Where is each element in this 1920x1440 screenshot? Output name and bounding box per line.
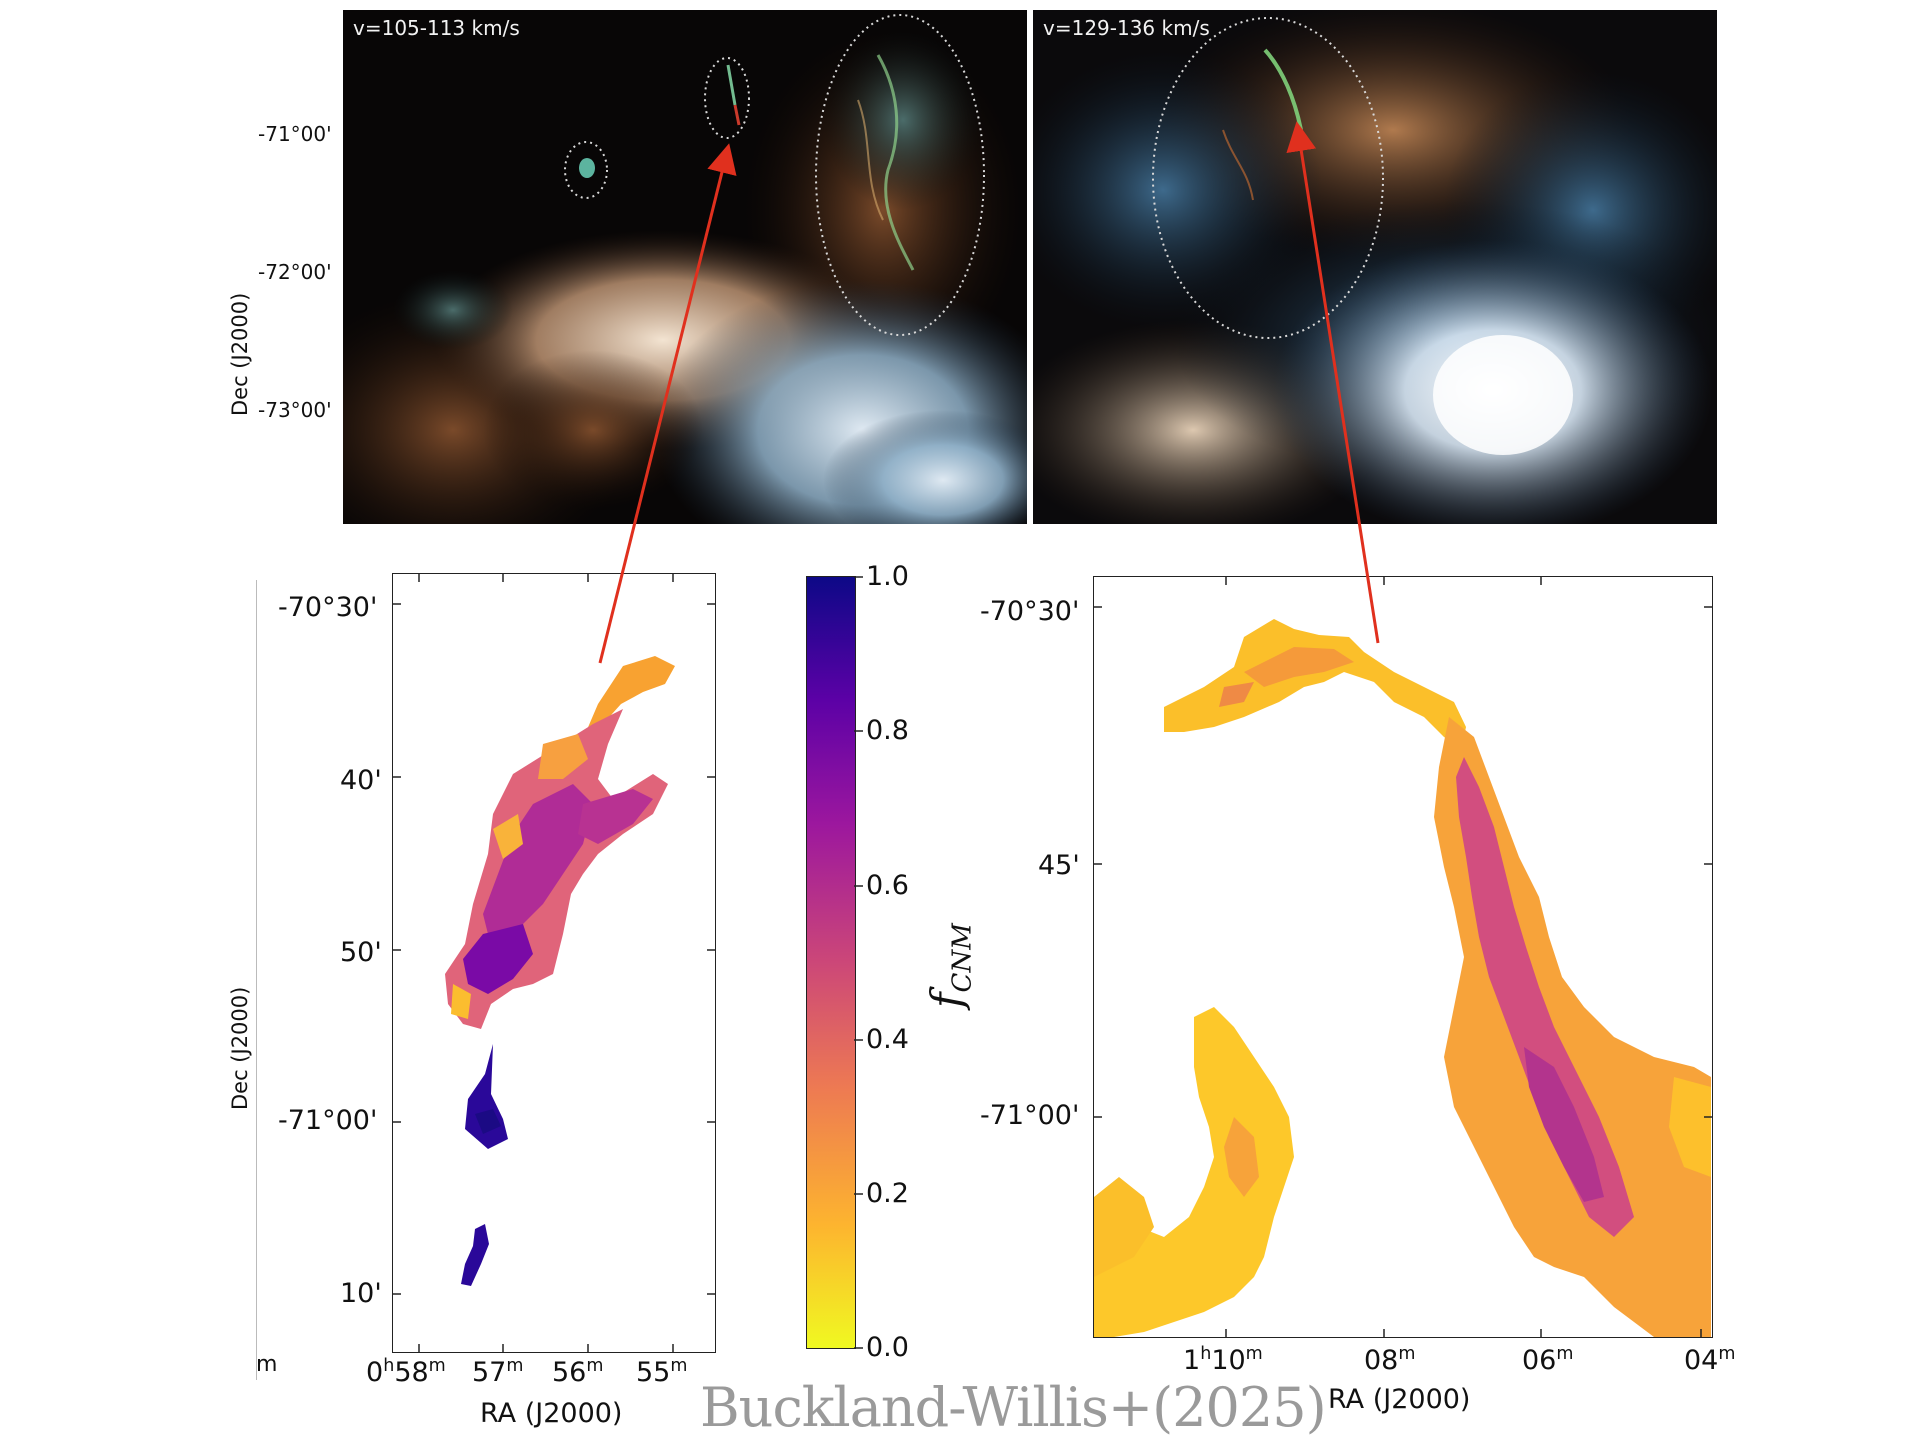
ra-tick: 04m [1684, 1344, 1736, 1376]
ra-axis-label: RA (J2000) [480, 1398, 623, 1429]
right-cloud-plot [1094, 577, 1712, 1337]
velocity-label: v=129-136 km/s [1043, 16, 1210, 40]
ra-tick: 08m [1364, 1344, 1416, 1376]
dec-tick: 45' [1038, 850, 1080, 881]
dec-tick: -71°00' [278, 1105, 378, 1136]
selection-ellipse [815, 14, 985, 336]
tick-marks [1094, 577, 1712, 1337]
colorbar [806, 576, 856, 1349]
left-cloud-tail [445, 656, 675, 1286]
ra-tick: 55m [636, 1356, 688, 1388]
credit-text: Buckland-Willis+(2025) [700, 1376, 1327, 1439]
top-right-image [1033, 10, 1717, 524]
colorbar-tick: 0.0 [866, 1332, 909, 1363]
ra-tick: 0h58m [366, 1356, 446, 1388]
colorbar-tick: 0.4 [866, 1024, 909, 1055]
selection-ellipse [1152, 17, 1384, 339]
colorbar-tick: 0.2 [866, 1178, 909, 1209]
velocity-label: v=105-113 km/s [353, 16, 520, 40]
edge-fragment: m [256, 1352, 278, 1377]
dec-tick: 10' [340, 1278, 382, 1309]
colorbar-tick: 1.0 [866, 561, 909, 592]
bottom-right-fcnm-map [1093, 576, 1713, 1338]
arrow-left [598, 143, 737, 664]
dec-tick: -70°30' [980, 596, 1080, 627]
arrow-right [1286, 121, 1380, 644]
dec-tick: -71°00' [980, 1100, 1080, 1131]
ra-tick: 1h10m [1183, 1344, 1263, 1376]
dec-tick: -72°00' [258, 260, 332, 284]
colorbar-ticks [854, 576, 863, 1349]
left-cloud-plot [393, 574, 715, 1352]
right-cloud-filament [1094, 619, 1711, 1337]
ra-tick: 06m [1522, 1344, 1574, 1376]
top-right-velocity-map: v=129-136 km/s [1033, 10, 1717, 524]
bottom-left-fcnm-map [392, 573, 716, 1353]
selection-ellipse [564, 141, 608, 199]
dec-tick: -73°00' [258, 398, 332, 422]
dec-tick: 50' [340, 937, 382, 968]
ra-axis-label: RA (J2000) [1328, 1384, 1471, 1415]
colorbar-tick: 0.8 [866, 715, 909, 746]
ra-tick: 56m [552, 1356, 604, 1388]
ra-tick: 57m [472, 1356, 524, 1388]
selection-ellipse [704, 57, 750, 139]
dec-tick: 40' [340, 765, 382, 796]
dec-tick: -71°00' [258, 122, 332, 146]
left-edge-divider [256, 580, 263, 1380]
dec-tick: -70°30' [278, 592, 378, 623]
tick-marks [393, 574, 715, 1352]
colorbar-tick: 0.6 [866, 870, 909, 901]
